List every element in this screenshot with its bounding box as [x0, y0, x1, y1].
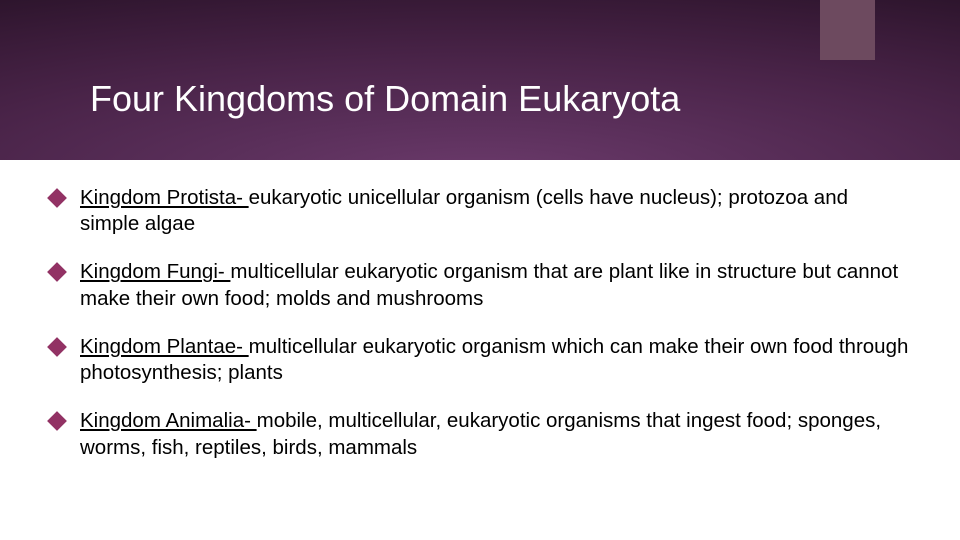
bullet-text: Kingdom Animalia- mobile, multicellular,… [80, 408, 912, 460]
bullet-item: Kingdom Animalia- mobile, multicellular,… [48, 408, 912, 460]
kingdom-name: Kingdom Protista- [80, 186, 249, 209]
slide-title: Four Kingdoms of Domain Eukaryota [90, 78, 680, 120]
kingdom-name: Kingdom Animalia- [80, 409, 257, 432]
bullet-item: Kingdom Protista- eukaryotic unicellular… [48, 185, 912, 237]
bullet-item: Kingdom Fungi- multicellular eukaryotic … [48, 259, 912, 311]
accent-tab [820, 0, 875, 60]
bullet-text: Kingdom Protista- eukaryotic unicellular… [80, 185, 912, 237]
kingdom-name: Kingdom Plantae- [80, 335, 249, 358]
kingdom-name: Kingdom Fungi- [80, 260, 230, 283]
bullet-text: Kingdom Fungi- multicellular eukaryotic … [80, 259, 912, 311]
bullet-item: Kingdom Plantae- multicellular eukaryoti… [48, 334, 912, 386]
diamond-bullet-icon [47, 412, 67, 432]
diamond-bullet-icon [47, 337, 67, 357]
bullet-text: Kingdom Plantae- multicellular eukaryoti… [80, 334, 912, 386]
diamond-bullet-icon [47, 188, 67, 208]
bullet-list: Kingdom Protista- eukaryotic unicellular… [48, 185, 912, 483]
diamond-bullet-icon [47, 263, 67, 283]
